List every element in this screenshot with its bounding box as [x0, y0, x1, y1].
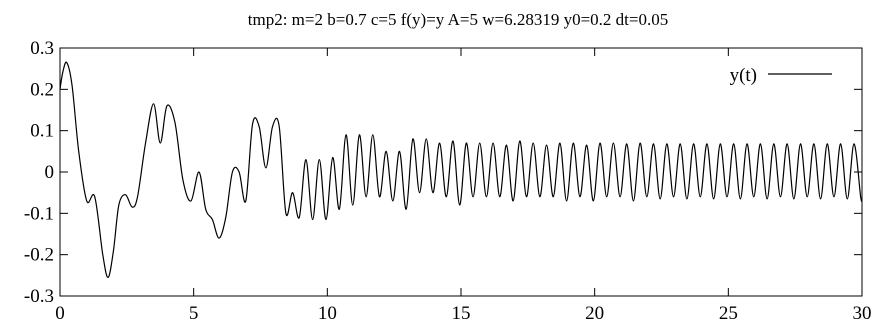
y-tick-label: 0.1 [30, 121, 54, 142]
x-tick-label: 0 [55, 303, 65, 324]
legend-label: y(t) [730, 65, 757, 86]
y-tick-label: 0 [45, 162, 55, 183]
y-tick-label: -0.1 [24, 203, 54, 224]
y-tick-label: -0.3 [24, 286, 54, 307]
y-tick-label: 0.2 [30, 79, 54, 100]
y-tick-label: 0.3 [30, 38, 54, 59]
x-axis: 0 5 10 15 20 25 30 [55, 48, 872, 324]
x-tick-label: 25 [719, 303, 738, 324]
x-tick-label: 20 [585, 303, 604, 324]
chart-title: tmp2: m=2 b=0.7 c=5 f(y)=y A=5 w=6.28319… [248, 10, 668, 29]
x-tick-label: 15 [452, 303, 471, 324]
x-tick-label: 10 [318, 303, 337, 324]
x-tick-label: 30 [853, 303, 872, 324]
y-axis: 0.3 0.2 0.1 0 -0.1 -0.2 -0.3 [24, 38, 862, 307]
series-line-y-t [59, 61, 863, 279]
y-tick-label: -0.2 [24, 245, 54, 266]
x-tick-label: 5 [189, 303, 199, 324]
legend: y(t) [730, 65, 832, 86]
